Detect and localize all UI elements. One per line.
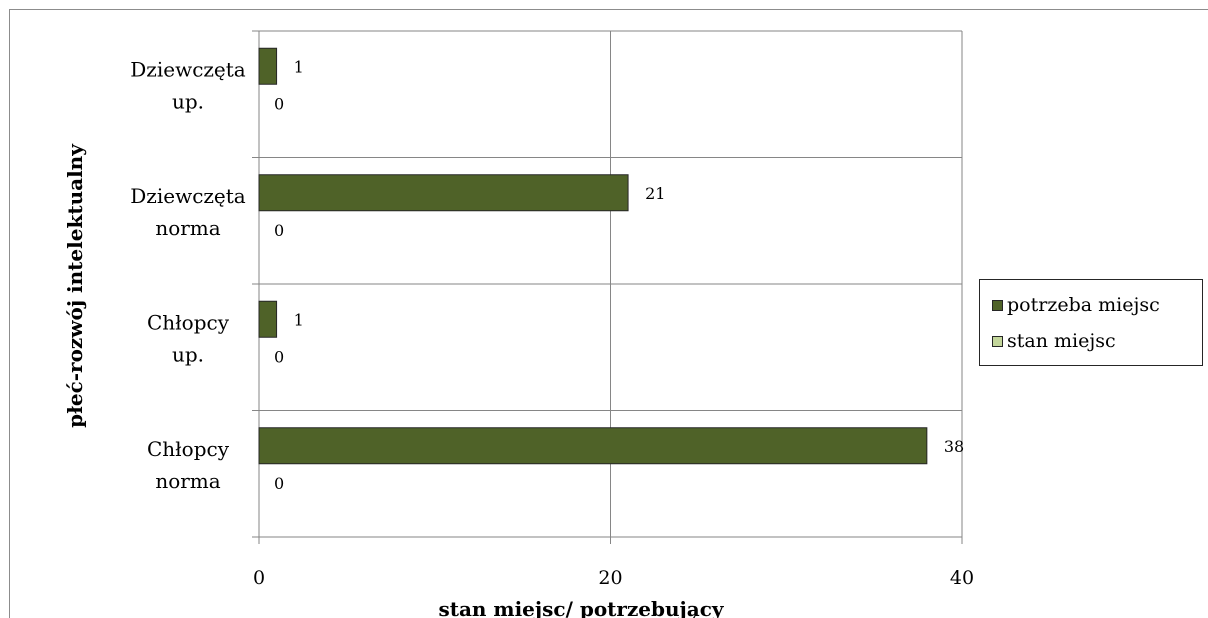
bars	[258, 47, 928, 465]
legend-swatch-stan	[992, 335, 1003, 347]
bar-potrzeba	[258, 174, 629, 212]
category-label: Chłopcy norma	[147, 437, 230, 493]
grid	[252, 30, 963, 544]
category-label: Dziewczęta up.	[130, 57, 246, 113]
x-tick-label: 40	[950, 567, 974, 589]
y-axis-title: płeć-rozwój intelektualny	[63, 143, 87, 428]
bar-potrzeba	[258, 300, 278, 338]
data-label-potrzeba: 38	[944, 437, 964, 456]
data-label-potrzeba: 21	[645, 184, 665, 203]
x-axis-title: stan miejsc/ potrzebujący	[438, 597, 724, 618]
legend-label-potrzeba: potrzeba miejsc	[1007, 294, 1160, 316]
data-label-potrzeba: 1	[294, 310, 304, 329]
data-label-stan: 0	[274, 347, 284, 366]
data-label-stan: 0	[274, 221, 284, 240]
legend-item-potrzeba: potrzeba miejsc	[992, 294, 1160, 316]
data-label-potrzeba: 1	[294, 57, 304, 76]
x-tick-label: 0	[253, 567, 265, 589]
x-tick-labels: 0 20 40	[253, 567, 974, 589]
category-labels: Chłopcy norma Chłopcy up. Dziewczęta norma Dzi…	[130, 57, 246, 493]
legend-label-stan: stan miejsc	[1007, 330, 1116, 352]
bar-potrzeba	[258, 427, 928, 465]
legend-swatch-potrzeba	[992, 299, 1003, 311]
data-label-stan: 0	[274, 474, 284, 493]
legend: potrzeba miejsc stan miejsc	[979, 279, 1203, 366]
category-label: Dziewczęta norma	[130, 184, 246, 240]
legend-item-stan: stan miejsc	[992, 330, 1116, 352]
chart-frame	[9, 9, 1208, 618]
bar-potrzeba	[258, 47, 278, 85]
x-tick-label: 20	[598, 567, 622, 589]
data-label-stan: 0	[274, 94, 284, 113]
category-label: Chłopcy up.	[147, 310, 230, 366]
